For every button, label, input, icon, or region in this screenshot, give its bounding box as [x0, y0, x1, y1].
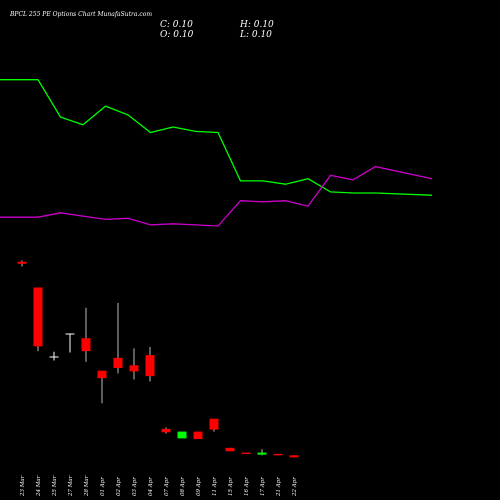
candle-body — [193, 431, 203, 440]
x-tick-label: 16 Apr — [244, 477, 250, 496]
candle — [193, 431, 203, 440]
indicator-line-1 — [0, 79, 433, 196]
candle — [257, 449, 267, 456]
low-readout: L: 0.10 — [239, 30, 272, 40]
candle-body — [161, 428, 171, 433]
x-tick-label: 25 Mar — [52, 475, 58, 497]
candle-body — [209, 418, 219, 430]
candle — [225, 447, 235, 452]
candle — [17, 260, 27, 267]
x-tick-label: 02 Apr — [116, 477, 122, 496]
candle — [161, 427, 171, 434]
x-tick-label: 08 Apr — [180, 477, 186, 496]
candle-body — [113, 357, 123, 369]
candle — [129, 348, 139, 380]
candle-body — [289, 455, 299, 458]
x-tick-label: 27 Mar — [68, 475, 74, 497]
candle — [49, 351, 59, 361]
candle — [145, 347, 155, 382]
candle — [65, 333, 75, 353]
x-tick-label: 07 Apr — [164, 477, 170, 496]
candle — [209, 418, 219, 432]
candle-body — [65, 333, 75, 335]
x-tick-label: 04 Apr — [148, 477, 154, 496]
candle-body — [49, 356, 59, 358]
x-tick-label: 09 Apr — [196, 477, 202, 496]
indicator-line-2 — [0, 165, 433, 227]
high-readout: H: 0.10 — [239, 20, 274, 30]
x-tick-label: 03 Apr — [132, 477, 138, 496]
close-readout: C: 0.10 — [160, 20, 193, 30]
open-readout: O: 0.10 — [160, 30, 194, 40]
candles — [17, 260, 299, 458]
candle — [97, 370, 107, 404]
x-tick-label: 15 Apr — [228, 477, 234, 496]
candle — [113, 303, 123, 374]
candle — [273, 453, 283, 456]
x-tick-label: 22 Apr — [292, 477, 298, 497]
chart-title: BPCL 255 PE Options Chart MunafaSutra.co… — [9, 11, 152, 18]
x-tick-label: 23 Mar — [20, 475, 26, 497]
x-axis-labels: 23 Mar 24 Mar 25 Mar 27 Mar 28 Mar 01 Apr 02 A… — [20, 475, 298, 497]
candle-body — [241, 452, 251, 454]
candle-body — [177, 431, 187, 439]
candle-body — [129, 365, 139, 372]
candle — [289, 455, 299, 458]
candle-body — [81, 338, 91, 352]
candle — [177, 431, 187, 439]
candle-body — [257, 452, 267, 455]
x-tick-label: 21 Apr — [276, 477, 282, 497]
candle-body — [225, 447, 235, 452]
x-tick-label: 28 Mar — [84, 475, 90, 497]
candle-body — [145, 355, 155, 377]
candle-body — [97, 370, 107, 379]
x-tick-label: 01 Apr — [100, 477, 106, 496]
indicator-lines — [0, 79, 433, 227]
x-tick-label: 11 Apr — [212, 477, 218, 496]
x-tick-label: 24 Mar — [36, 475, 42, 497]
candle — [241, 452, 251, 454]
candle-body — [33, 287, 43, 347]
candle-body — [17, 261, 27, 264]
candle-body — [273, 453, 283, 456]
candle — [81, 307, 91, 362]
candle — [33, 287, 43, 352]
x-tick-label: 17 Apr — [260, 477, 266, 496]
